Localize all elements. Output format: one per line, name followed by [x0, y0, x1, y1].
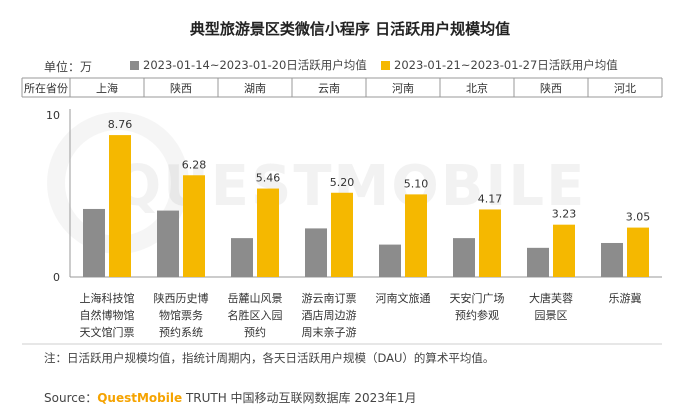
bar-series2: [405, 194, 427, 277]
province-label: 陕西: [170, 81, 192, 95]
y-tick-label: 10: [46, 109, 60, 122]
bar-series2: [479, 209, 501, 277]
source-suffix: TRUTH 中国移动互联网数据库 2023年1月: [182, 391, 417, 405]
category-label: 预约: [244, 326, 266, 339]
bar-value-label: 5.46: [256, 172, 281, 185]
province-label: 上海: [96, 81, 118, 95]
bar-series2: [331, 192, 353, 277]
bar-value-label: 5.10: [404, 177, 429, 190]
category-label: 乐游冀: [609, 291, 642, 305]
legend-swatch-series2: [381, 60, 390, 70]
legend-item-series2: 2023-01-21~2023-01-27日活跃用户均值: [381, 57, 618, 73]
category-label: 岳麓山风景: [228, 292, 283, 305]
category-label: 大唐芙蓉: [529, 291, 573, 305]
source-brand: QuestMobile: [97, 391, 183, 405]
bar-series1: [157, 210, 179, 277]
bar-series1: [379, 244, 401, 277]
bar-value-label: 8.76: [108, 118, 133, 131]
source-prefix: Source：: [44, 391, 98, 405]
province-label: 云南: [318, 82, 340, 95]
bar-value-label: 3.23: [552, 208, 577, 221]
province-header-label: 所在省份: [24, 82, 68, 95]
legend-label-series1: 2023-01-14~2023-01-20日活跃用户均值: [143, 58, 367, 72]
category-label: 河南文旅通: [376, 291, 431, 305]
category-label: 物馆票务: [159, 308, 203, 322]
category-label: 游云南订票: [302, 292, 357, 305]
bar-series2: [257, 188, 279, 277]
category-label: 预约参观: [455, 308, 499, 322]
bar-series1: [305, 228, 327, 277]
bar-series1: [601, 242, 623, 277]
category-label: 天安门广场: [450, 291, 505, 305]
bar-value-label: 3.05: [626, 211, 651, 224]
category-label: 酒店周边游: [302, 308, 357, 322]
province-label: 陕西: [540, 81, 562, 95]
bar-series1: [453, 238, 475, 277]
bar-series1: [527, 247, 549, 277]
province-label: 北京: [466, 81, 488, 95]
category-label: 预约系统: [159, 326, 203, 339]
y-tick-label: 0: [53, 271, 60, 284]
province-label: 湖南: [244, 82, 266, 95]
category-label: 自然博物馆: [80, 308, 135, 322]
chart-title: 典型旅游景区类微信小程序 日活跃用户规模均值: [189, 20, 511, 38]
legend-swatch-series1: [130, 60, 139, 70]
legend-item-series1: 2023-01-14~2023-01-20日活跃用户均值: [130, 57, 367, 73]
bar-series2: [627, 227, 649, 277]
province-label: 河南: [392, 82, 414, 95]
legend-label-series2: 2023-01-21~2023-01-27日活跃用户均值: [394, 58, 618, 72]
category-label: 陕西历史博: [154, 291, 209, 305]
bar-value-label: 5.20: [330, 176, 355, 189]
footnote: 注：日活跃用户规模均值，指统计周期内，各天日活跃用户规模（DAU）的算术平均值。: [44, 351, 495, 365]
bar-series2: [183, 175, 205, 277]
bar-value-label: 6.28: [182, 158, 207, 171]
category-label: 名胜区入园: [228, 308, 283, 322]
bar-value-label: 4.17: [478, 192, 503, 205]
category-label: 园景区: [535, 309, 568, 322]
bar-series1: [83, 208, 105, 277]
bar-series1: [231, 238, 253, 277]
category-label: 周末亲子游: [302, 325, 357, 339]
unit-label: 单位：万: [44, 60, 93, 74]
province-label: 河北: [614, 82, 636, 95]
bar-series2: [109, 135, 131, 277]
bar-series2: [553, 224, 575, 277]
category-label: 上海科技馆: [80, 291, 135, 305]
source-line: Source：QuestMobile TRUTH 中国移动互联网数据库 2023…: [44, 389, 417, 406]
category-label: 天文馆门票: [80, 325, 135, 339]
